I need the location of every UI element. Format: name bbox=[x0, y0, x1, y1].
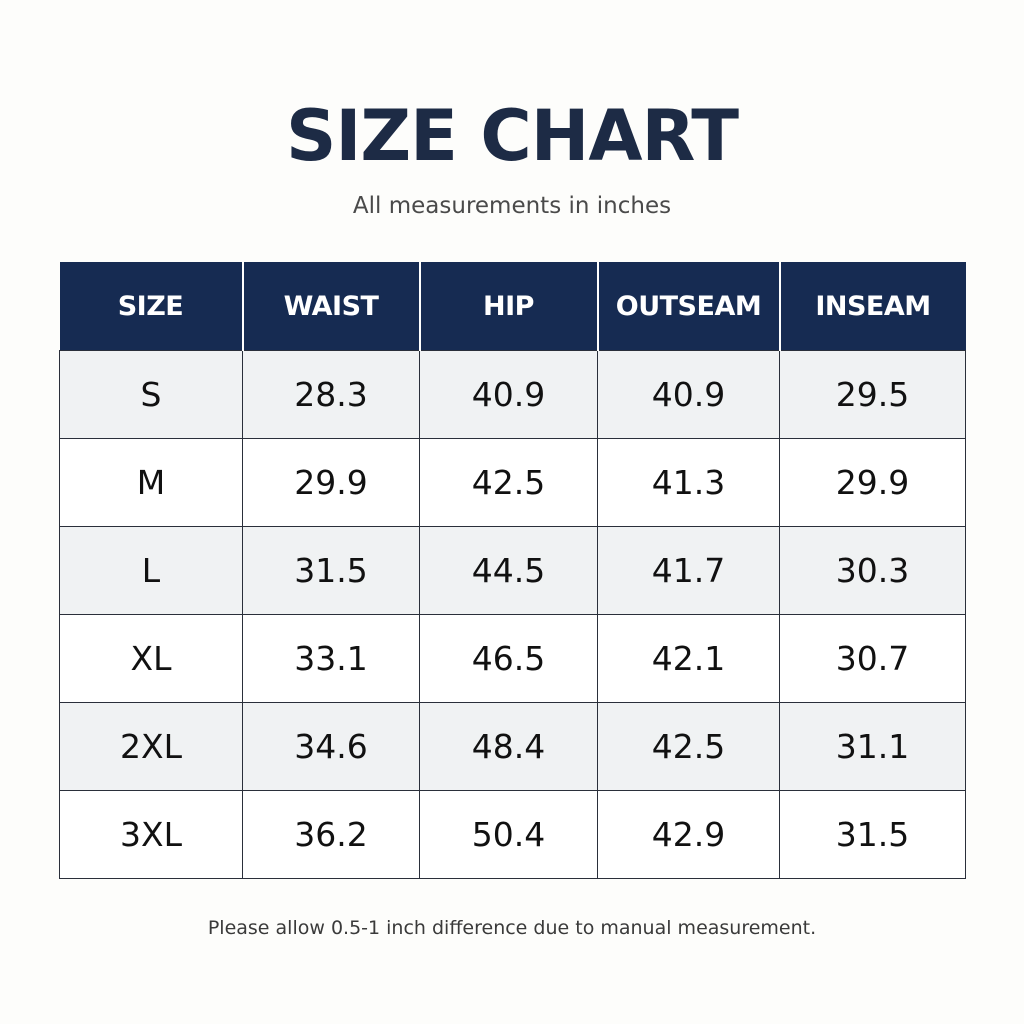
cell-hip: 46.5 bbox=[419, 614, 598, 703]
table-row: S 28.3 40.9 40.9 29.5 bbox=[59, 350, 966, 439]
cell-outseam: 42.1 bbox=[597, 614, 780, 703]
cell-outseam: 42.5 bbox=[597, 702, 780, 791]
page-title: SIZE CHART bbox=[285, 95, 739, 177]
measurement-note: Please allow 0.5-1 inch difference due t… bbox=[207, 917, 817, 939]
cell-outseam: 40.9 bbox=[597, 350, 780, 439]
table-row: 2XL 34.6 48.4 42.5 31.1 bbox=[59, 702, 966, 791]
cell-outseam: 41.3 bbox=[597, 438, 780, 527]
cell-waist: 33.1 bbox=[242, 614, 420, 703]
cell-inseam: 29.5 bbox=[779, 350, 966, 439]
header-inseam: INSEAM bbox=[778, 262, 966, 351]
size-table: SIZE WAIST HIP OUTSEAM INSEAM S 28.3 40.… bbox=[59, 262, 966, 879]
table-header-row: SIZE WAIST HIP OUTSEAM INSEAM bbox=[59, 262, 966, 351]
cell-waist: 36.2 bbox=[242, 790, 420, 879]
cell-waist: 34.6 bbox=[242, 702, 420, 791]
cell-inseam: 31.5 bbox=[779, 790, 966, 879]
cell-size: L bbox=[59, 526, 243, 615]
table-row: L 31.5 44.5 41.7 30.3 bbox=[59, 526, 966, 615]
cell-waist: 29.9 bbox=[242, 438, 420, 527]
header-size: SIZE bbox=[59, 262, 243, 351]
cell-size: S bbox=[59, 350, 243, 439]
table-row: 3XL 36.2 50.4 42.9 31.5 bbox=[59, 790, 966, 879]
cell-hip: 44.5 bbox=[419, 526, 598, 615]
cell-size: M bbox=[59, 438, 243, 527]
cell-waist: 31.5 bbox=[242, 526, 420, 615]
table-row: M 29.9 42.5 41.3 29.9 bbox=[59, 438, 966, 527]
cell-hip: 48.4 bbox=[419, 702, 598, 791]
cell-size: XL bbox=[59, 614, 243, 703]
header-hip: HIP bbox=[418, 262, 598, 351]
cell-hip: 42.5 bbox=[419, 438, 598, 527]
table-row: XL 33.1 46.5 42.1 30.7 bbox=[59, 614, 966, 703]
header-outseam: OUTSEAM bbox=[596, 262, 780, 351]
cell-inseam: 30.7 bbox=[779, 614, 966, 703]
cell-outseam: 41.7 bbox=[597, 526, 780, 615]
cell-inseam: 30.3 bbox=[779, 526, 966, 615]
cell-outseam: 42.9 bbox=[597, 790, 780, 879]
page-subtitle: All measurements in inches bbox=[352, 193, 672, 219]
header-waist: WAIST bbox=[241, 262, 420, 351]
cell-hip: 50.4 bbox=[419, 790, 598, 879]
cell-inseam: 29.9 bbox=[779, 438, 966, 527]
cell-inseam: 31.1 bbox=[779, 702, 966, 791]
cell-hip: 40.9 bbox=[419, 350, 598, 439]
cell-size: 3XL bbox=[59, 790, 243, 879]
cell-waist: 28.3 bbox=[242, 350, 420, 439]
cell-size: 2XL bbox=[59, 702, 243, 791]
